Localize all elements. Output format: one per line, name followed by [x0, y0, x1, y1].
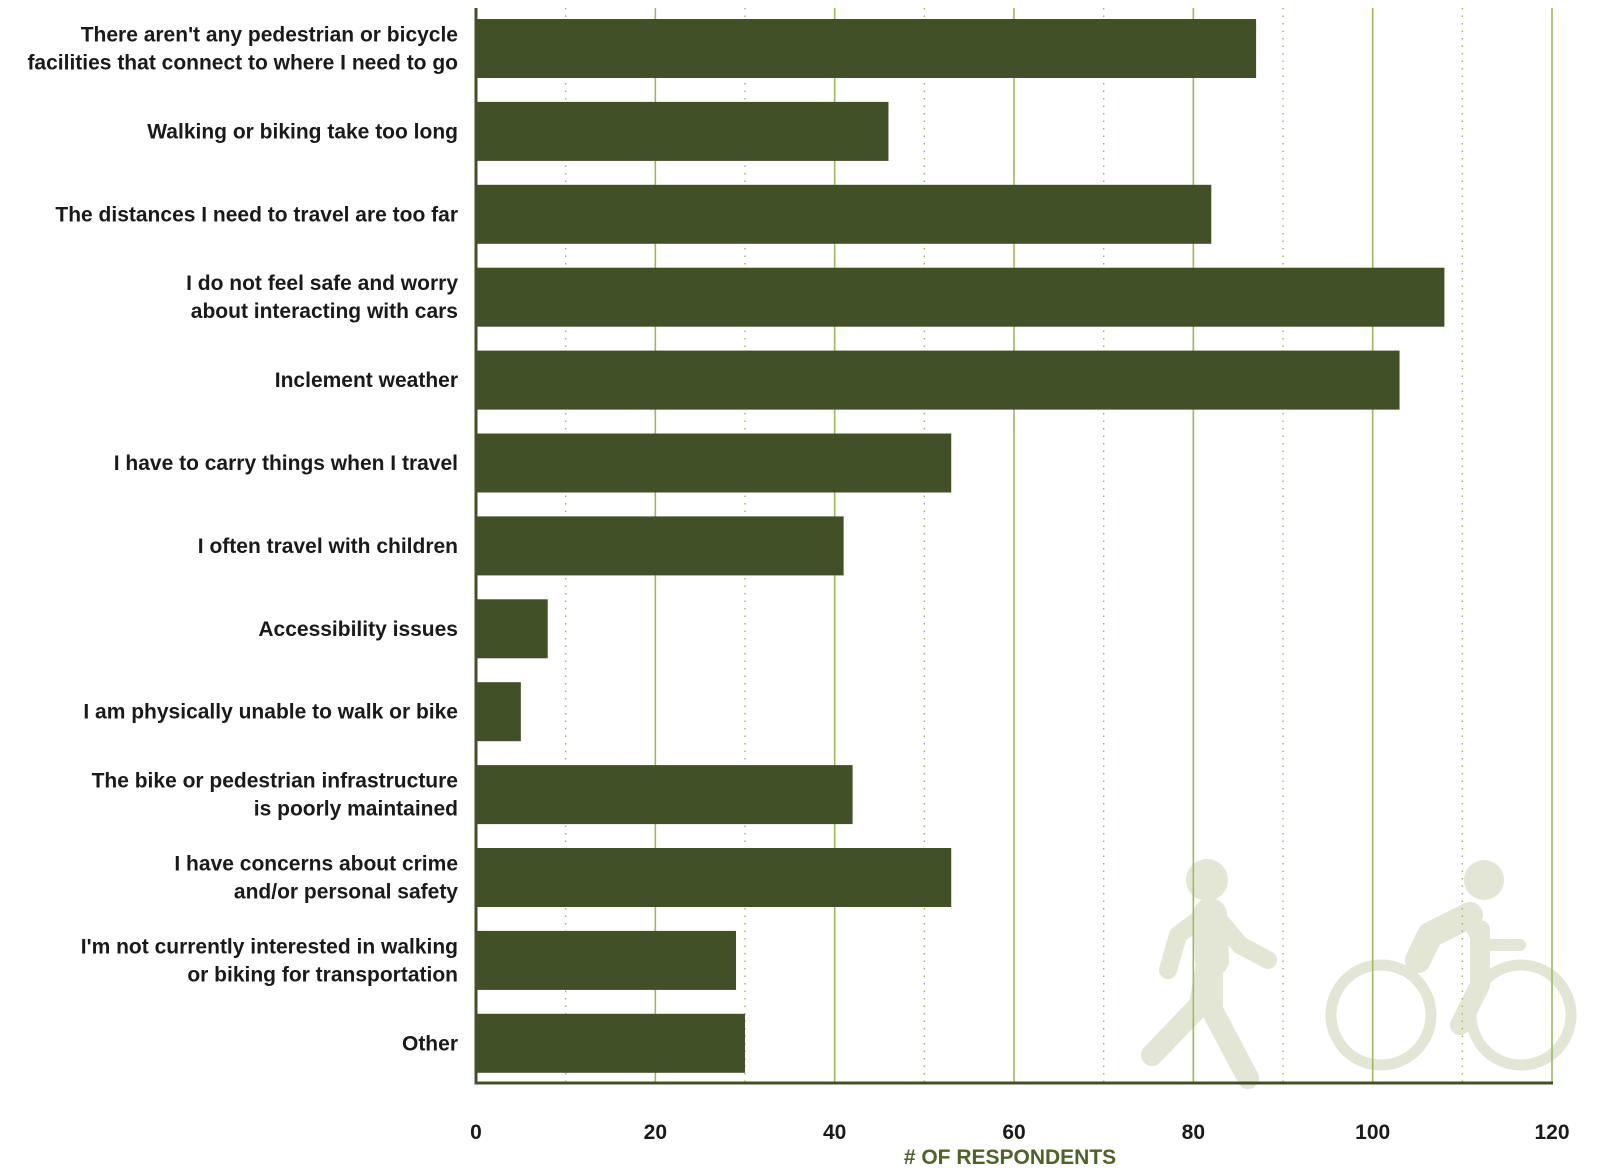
category-label-line: Inclement weather [275, 369, 458, 392]
category-label-line: facilities that connect to where I need … [27, 52, 458, 75]
category-label-line: or biking for transportation [187, 963, 458, 986]
bar [476, 184, 1212, 244]
category-label: The distances I need to travel are too f… [55, 203, 458, 226]
pedestrian-icon [1141, 859, 1277, 1089]
category-label-line: I'm not currently interested in walking [81, 935, 458, 958]
category-label-line: Accessibility issues [258, 618, 458, 641]
x-tick-label: 60 [1002, 1121, 1025, 1144]
bar [476, 682, 521, 742]
bar [476, 848, 952, 907]
bar [476, 101, 889, 161]
bar [476, 516, 844, 576]
category-label: I have to carry things when I travel [114, 452, 458, 475]
category-label-line: and/or personal safety [234, 881, 458, 904]
category-label: I have concerns about crime and/or person… [174, 853, 458, 904]
category-label: I'm not currently interested in walking o… [81, 935, 458, 986]
category-label-line: Other [402, 1032, 458, 1055]
category-label: I do not feel safe and worry about intera… [186, 272, 458, 323]
category-label: The bike or pedestrian infrastructure is … [92, 770, 458, 821]
category-label: Walking or biking take too long [147, 120, 458, 143]
x-tick-label: 0 [470, 1121, 482, 1144]
bar [476, 599, 548, 659]
x-tick-label: 20 [644, 1121, 667, 1144]
icon-layer [1141, 859, 1577, 1089]
tick-label-layer: 0 20 40 60 80 100 120 [470, 1121, 1569, 1144]
category-label-line: Walking or biking take too long [147, 120, 458, 143]
category-label-line: I often travel with children [198, 535, 458, 558]
cyclist-icon [1325, 860, 1577, 1071]
category-label: Inclement weather [275, 369, 458, 392]
bar [476, 1013, 745, 1073]
category-label: I often travel with children [198, 535, 458, 558]
category-label-line: The distances I need to travel are too f… [55, 203, 458, 226]
bar-layer [476, 19, 1445, 1073]
category-label-line: I have to carry things when I travel [114, 452, 458, 475]
bar [476, 350, 1400, 410]
x-axis-label: # OF RESPONDENTS [904, 1146, 1116, 1169]
x-tick-label: 40 [823, 1121, 846, 1144]
category-label-line: There aren't any pedestrian or bicycle [81, 24, 458, 47]
x-tick-label: 120 [1534, 1121, 1569, 1144]
category-label: I am physically unable to walk or bike [83, 701, 458, 724]
category-label-line: I have concerns about crime [174, 853, 458, 876]
category-label: Accessibility issues [258, 618, 458, 641]
category-label: There aren't any pedestrian or bicycle fa… [27, 24, 458, 75]
x-tick-label: 100 [1355, 1121, 1390, 1144]
bar [476, 765, 853, 825]
x-tick-label: 80 [1182, 1121, 1205, 1144]
axis-layer [474, 8, 1553, 1085]
category-label-line: is poorly maintained [254, 798, 458, 821]
category-label-line: I do not feel safe and worry [186, 272, 458, 295]
category-label-line: I am physically unable to walk or bike [83, 701, 458, 724]
category-label: Other [402, 1032, 458, 1055]
bar [476, 267, 1445, 327]
category-label-line: The bike or pedestrian infrastructure [92, 770, 458, 793]
category-label-layer: There aren't any pedestrian or bicycle fa… [27, 24, 458, 1056]
bar [476, 19, 1257, 78]
bar [476, 433, 952, 493]
bar [476, 930, 737, 990]
category-label-line: about interacting with cars [191, 300, 458, 323]
